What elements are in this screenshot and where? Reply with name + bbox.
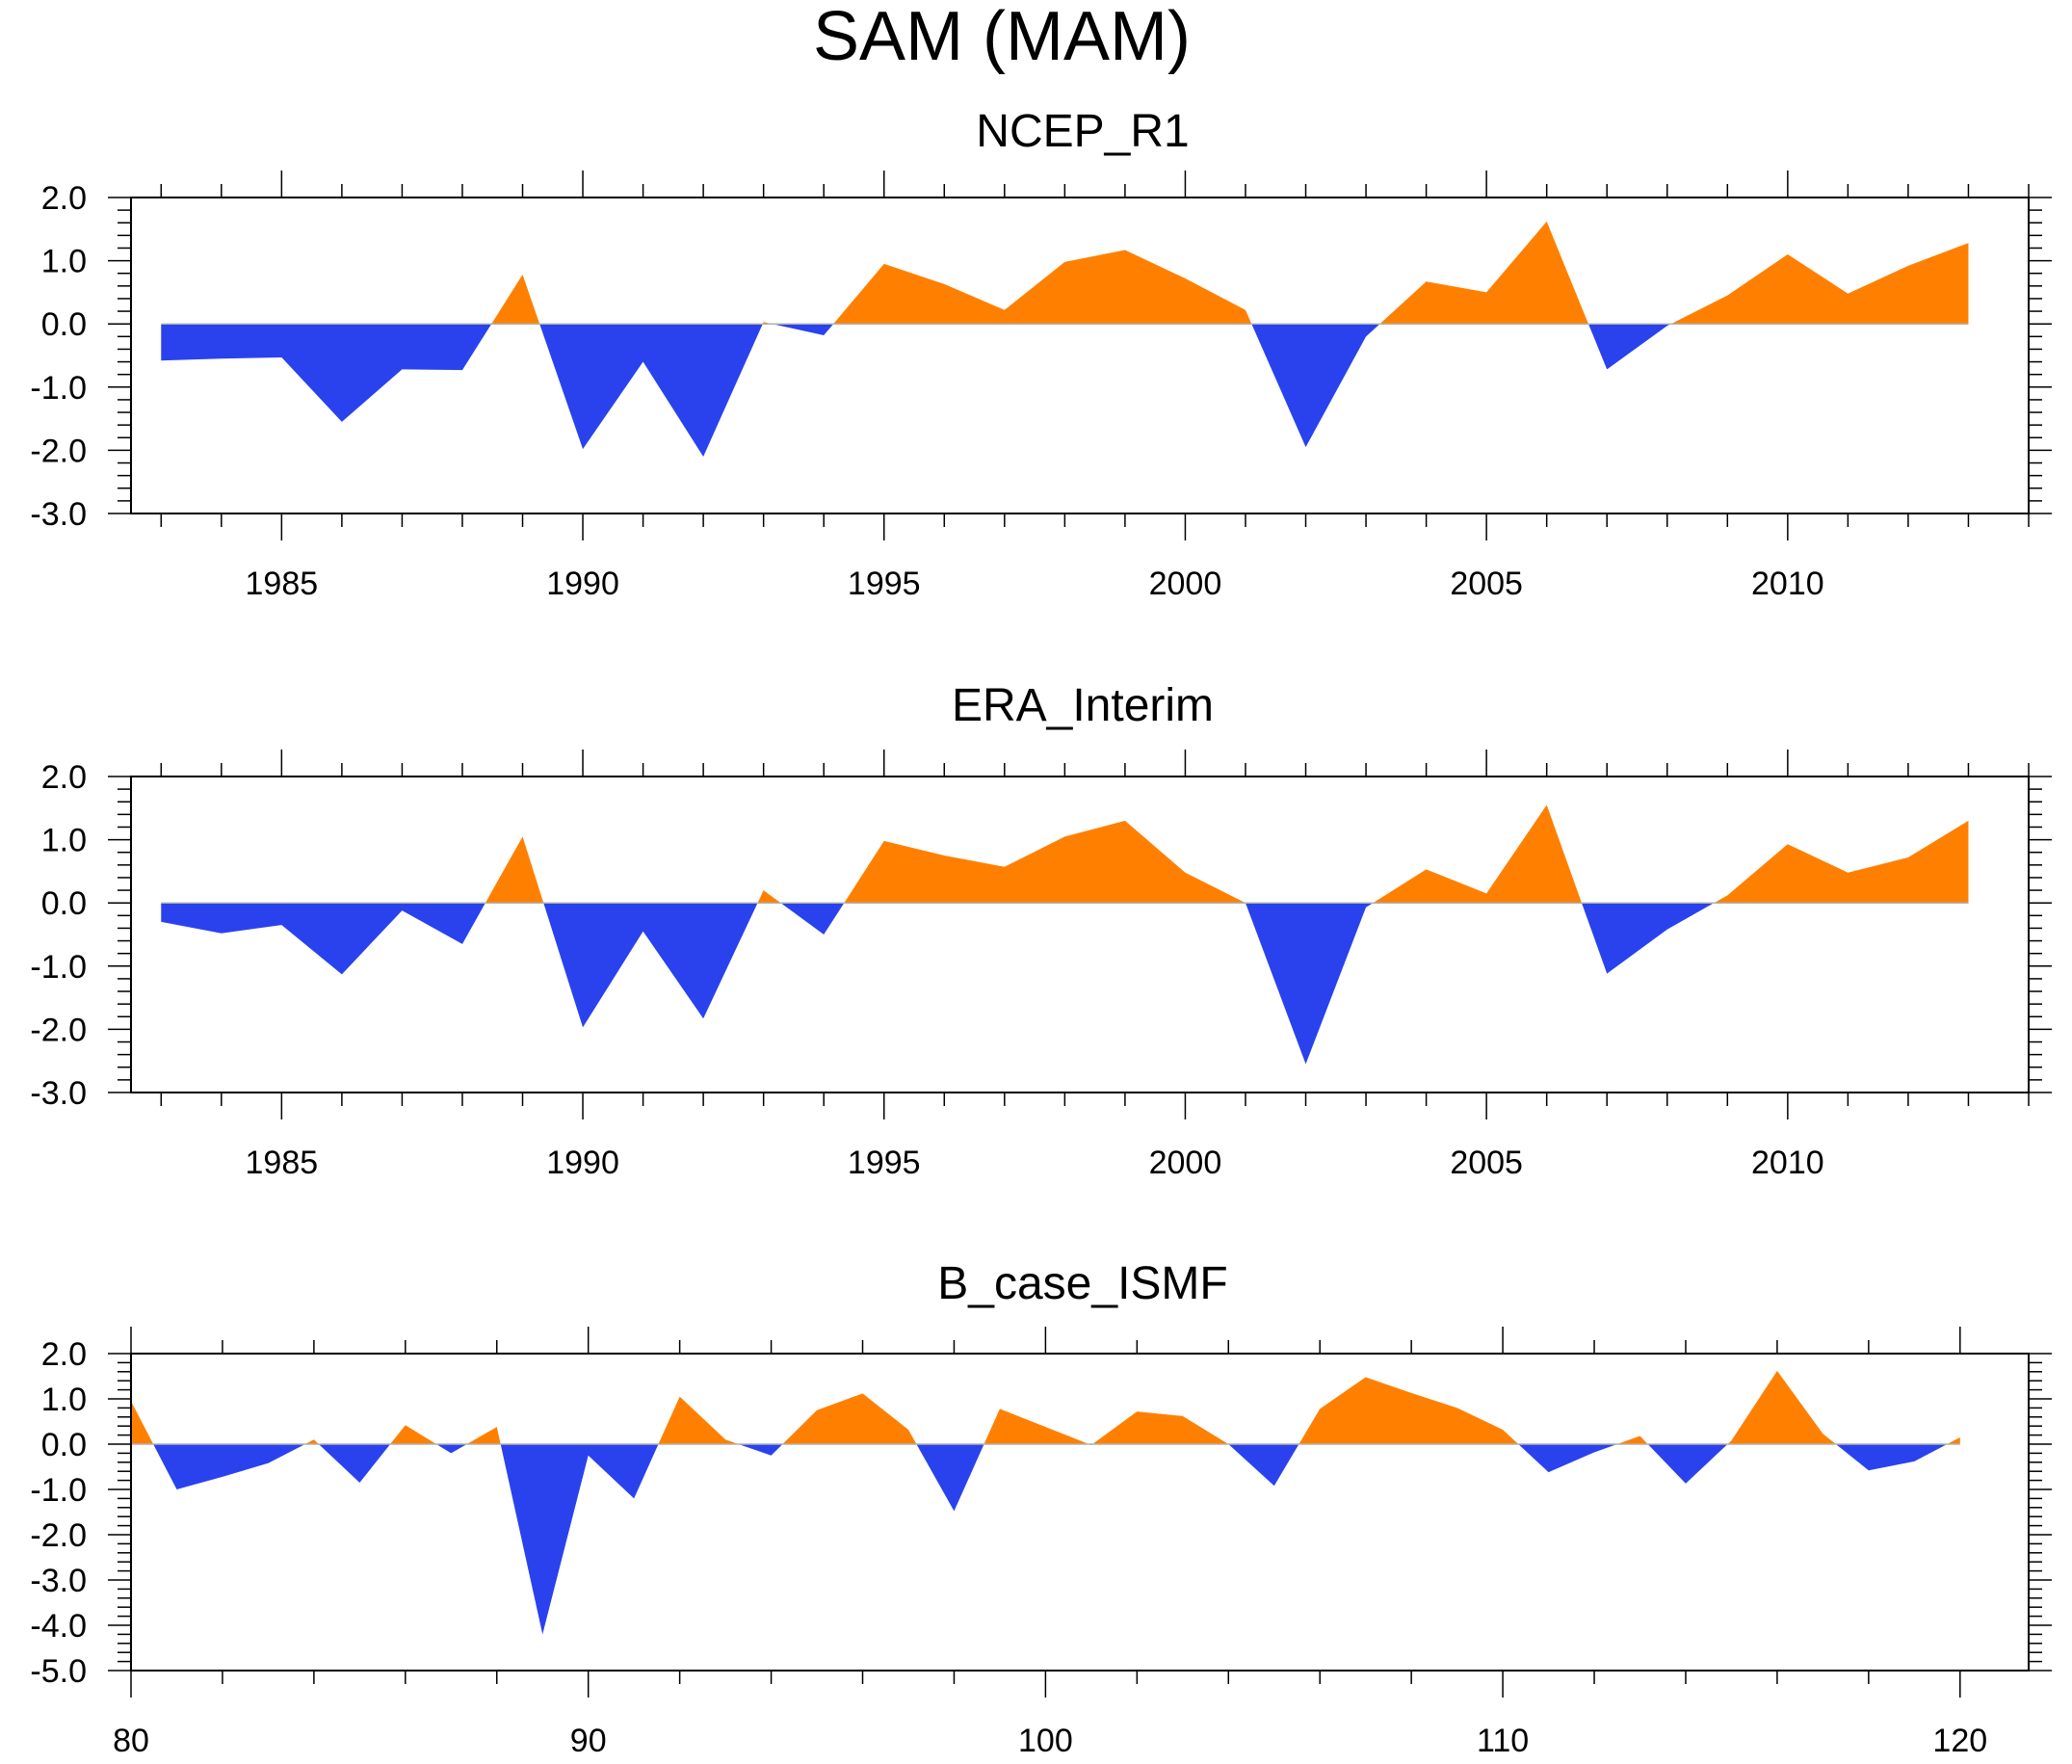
positive-area-9 <box>1714 820 1969 904</box>
positive-area-8 <box>658 1396 739 1444</box>
plot-frame <box>130 776 2030 1093</box>
negative-area-8 <box>1581 903 1715 974</box>
negative-area-4 <box>772 324 834 336</box>
positive-area-16 <box>1298 1377 1519 1444</box>
x-tick-label: 110 <box>1477 1723 1529 1759</box>
positive-area-1 <box>491 275 540 325</box>
x-tick-label: 2010 <box>1751 566 1824 602</box>
positive-area-7 <box>1379 221 1588 325</box>
main-title: SAM (MAM) <box>813 0 1191 75</box>
x-tick-label: 1985 <box>246 566 319 602</box>
y-tick-label: -4.0 <box>30 1608 87 1645</box>
y-tick-label: 1.0 <box>41 244 87 280</box>
panel-title: ERA_Interim <box>952 680 1214 731</box>
x-tick-label: 1985 <box>246 1145 319 1181</box>
positive-area-3 <box>757 890 781 904</box>
negative-area-0 <box>161 903 485 975</box>
positive-area-18 <box>1616 1435 1648 1444</box>
positive-area-1 <box>485 836 544 904</box>
negative-area-9 <box>738 1444 783 1456</box>
negative-area-8 <box>1587 324 1671 370</box>
y-tick-label: 2.0 <box>41 1336 87 1373</box>
negative-area-2 <box>543 903 758 1028</box>
y-tick-label: -2.0 <box>30 1012 87 1048</box>
x-tick-label: 1990 <box>546 566 619 602</box>
y-tick-label: 2.0 <box>41 180 87 217</box>
y-tick-label: -1.0 <box>30 1472 87 1509</box>
x-tick-label: 80 <box>113 1723 149 1759</box>
panel-ncep-r1: NCEP_R1 1985 1990 1995 2000 2005 2010 2.0 1.0 0.… <box>30 106 2052 602</box>
negative-area-1 <box>153 1444 305 1489</box>
positive-area-5 <box>833 250 1252 325</box>
y-tick-label: 1.0 <box>41 1382 87 1418</box>
x-tick-label: 1995 <box>848 566 921 602</box>
plot-frame <box>130 1353 2030 1672</box>
negative-area-6 <box>1251 324 1380 448</box>
negative-area-5 <box>435 1444 467 1454</box>
positive-area-9 <box>1670 243 1969 325</box>
panel-b-case-ismf: B_case_ISMF 80 90 100 110 120 2.0 1.0 0.0 -1.0 -2… <box>30 1258 2052 1759</box>
x-tick-label: 90 <box>570 1723 607 1759</box>
y-tick-label: -2.0 <box>30 433 87 469</box>
positive-area-14 <box>1092 1411 1229 1444</box>
y-tick-label: 0.0 <box>41 885 87 922</box>
negative-area-3 <box>318 1444 391 1483</box>
negative-area-6 <box>1245 903 1374 1065</box>
positive-area-22 <box>1947 1436 1960 1444</box>
panel-title: B_case_ISMF <box>937 1258 1227 1309</box>
x-tick-label: 2010 <box>1751 1145 1824 1181</box>
y-tick-label: -2.0 <box>30 1517 87 1554</box>
negative-area-4 <box>780 903 845 935</box>
positive-area-5 <box>844 820 1246 904</box>
negative-area-17 <box>1518 1444 1617 1473</box>
y-tick-label: 1.0 <box>41 823 87 859</box>
negative-area-7 <box>500 1444 659 1635</box>
panel-title: NCEP_R1 <box>976 106 1189 157</box>
negative-area-11 <box>916 1444 984 1512</box>
x-tick-label: 1990 <box>546 1145 619 1181</box>
y-tick-label: -3.0 <box>30 1563 87 1599</box>
positive-area-7 <box>1373 804 1582 904</box>
y-tick-label: -5.0 <box>30 1653 87 1690</box>
y-tick-label: -1.0 <box>30 949 87 986</box>
x-tick-label: 120 <box>1932 1723 1987 1759</box>
positive-area-0 <box>131 1401 154 1444</box>
negative-area-15 <box>1228 1444 1299 1487</box>
x-tick-label: 2005 <box>1450 566 1523 602</box>
positive-area-12 <box>984 1409 1089 1444</box>
negative-area-21 <box>1835 1444 1948 1471</box>
positive-area-6 <box>466 1427 501 1444</box>
positive-area-2 <box>304 1439 319 1444</box>
positive-area-4 <box>390 1425 436 1444</box>
y-tick-label: -3.0 <box>30 496 87 533</box>
y-tick-label: 0.0 <box>41 306 87 343</box>
y-tick-label: -1.0 <box>30 370 87 407</box>
x-tick-label: 2005 <box>1450 1145 1523 1181</box>
y-tick-label: 0.0 <box>41 1427 87 1463</box>
x-tick-label: 1995 <box>848 1145 921 1181</box>
x-tick-label: 2000 <box>1149 1145 1222 1181</box>
negative-area-19 <box>1647 1444 1728 1484</box>
x-tick-label: 100 <box>1018 1723 1073 1759</box>
positive-area-20 <box>1727 1370 1836 1444</box>
y-tick-label: 2.0 <box>41 759 87 796</box>
plot-frame <box>130 197 2030 514</box>
x-tick-label: 2000 <box>1149 566 1222 602</box>
panel-era-interim: ERA_Interim 1985 1990 1995 2000 2005 2010 2.0 1… <box>30 680 2052 1181</box>
y-tick-label: -3.0 <box>30 1075 87 1112</box>
negative-area-2 <box>539 324 763 457</box>
negative-area-0 <box>161 324 492 422</box>
positive-area-10 <box>782 1393 917 1444</box>
